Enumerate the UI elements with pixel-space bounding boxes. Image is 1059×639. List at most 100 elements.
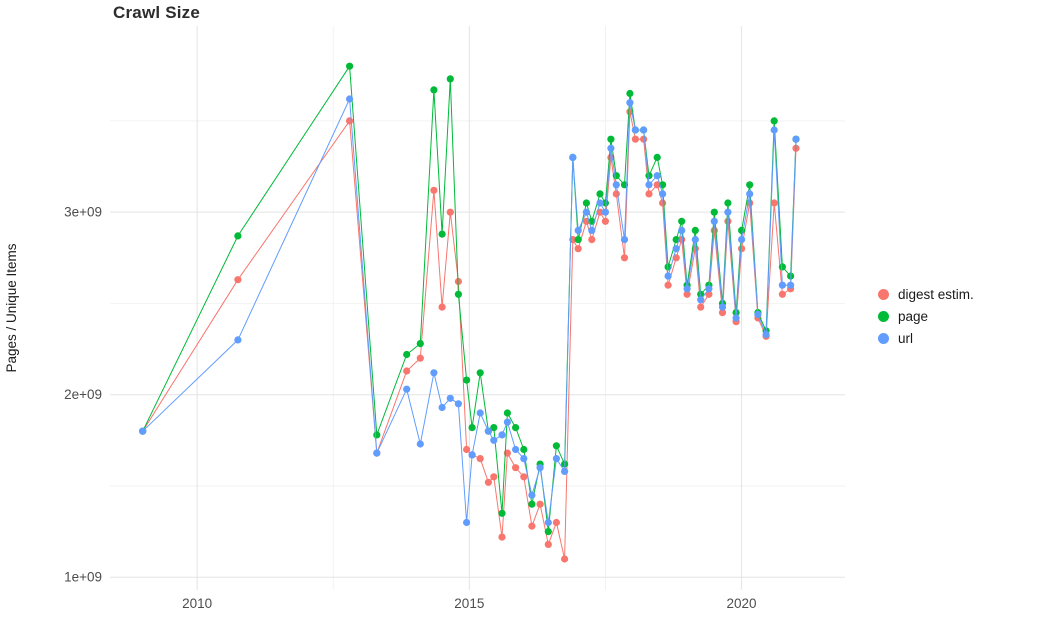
data-point-url: [710, 217, 718, 225]
data-point-digest-estim: [520, 473, 528, 481]
data-point-url: [498, 431, 506, 439]
data-point-page: [746, 181, 754, 189]
data-point-digest-estim: [403, 367, 411, 375]
data-point-page: [596, 190, 604, 198]
data-point-digest-estim: [484, 478, 492, 486]
data-point-url: [234, 336, 242, 344]
data-point-page: [601, 199, 610, 207]
data-point-url: [446, 394, 454, 402]
data-point-digest-estim: [430, 186, 438, 194]
data-point-url: [607, 144, 615, 152]
data-point-digest-estim: [416, 354, 424, 362]
data-point-page: [528, 500, 536, 508]
x-axis-tick-label: 2020: [727, 596, 757, 611]
legend: digest estim. page url: [878, 287, 974, 346]
data-point-url: [468, 451, 476, 459]
legend-swatch-digest-estim: [878, 289, 889, 300]
legend-item-url: url: [878, 331, 974, 346]
data-point-url: [738, 236, 746, 244]
data-point-page: [770, 117, 778, 125]
data-point-url: [520, 455, 528, 463]
data-point-digest-estim: [697, 303, 705, 311]
data-point-digest-estim: [561, 555, 569, 563]
data-point-page: [234, 232, 242, 240]
legend-item-page: page: [878, 309, 974, 324]
data-point-url: [626, 99, 634, 107]
data-point-url: [561, 467, 569, 475]
data-point-digest-estim: [346, 117, 354, 125]
data-point-url: [718, 303, 727, 311]
data-point-digest-estim: [544, 540, 552, 549]
data-point-page: [503, 409, 511, 417]
data-point-url: [705, 285, 713, 293]
data-point-url: [430, 369, 438, 377]
data-point-digest-estim: [446, 208, 454, 216]
data-point-page: [645, 172, 653, 180]
data-point-page: [653, 153, 661, 161]
data-point-digest-estim: [778, 290, 787, 298]
data-point-url: [659, 190, 667, 198]
data-point-digest-estim: [718, 309, 727, 317]
data-point-url: [724, 208, 732, 216]
data-point-url: [582, 208, 591, 216]
data-point-digest-estim: [536, 500, 544, 508]
data-point-page: [403, 350, 411, 359]
data-point-digest-estim: [683, 290, 691, 298]
data-point-url: [511, 445, 520, 454]
y-axis-tick-label: 3e+09: [64, 205, 102, 220]
data-point-digest-estim: [552, 518, 561, 527]
x-axis-tick-label: 2015: [454, 596, 484, 611]
data-point-url: [787, 281, 795, 289]
data-point-url: [544, 518, 552, 527]
data-point-page: [454, 290, 462, 298]
x-axis-tick-label: 2010: [182, 596, 212, 611]
data-point-url: [552, 455, 561, 463]
data-point-digest-estim: [770, 199, 778, 207]
data-point-url: [476, 409, 484, 417]
data-point-url: [640, 126, 648, 134]
data-point-url: [416, 440, 424, 448]
data-point-url: [596, 199, 604, 207]
data-point-page: [463, 376, 471, 384]
legend-swatch-page: [878, 311, 889, 322]
data-point-digest-estim: [438, 303, 446, 311]
data-point-url: [732, 314, 740, 322]
series-line-url: [142, 98, 797, 523]
data-point-url: [346, 95, 354, 103]
y-axis-tick-label: 1e+09: [64, 570, 102, 585]
legend-swatch-url: [878, 333, 889, 344]
data-point-page: [373, 431, 381, 439]
data-point-url: [770, 126, 778, 134]
data-point-url: [454, 400, 462, 408]
data-point-page: [446, 75, 454, 83]
data-point-page: [607, 135, 615, 143]
data-point-digest-estim: [601, 217, 610, 225]
data-point-digest-estim: [631, 135, 640, 143]
data-point-url: [490, 436, 498, 444]
data-point-page: [438, 230, 446, 238]
data-point-url: [664, 272, 672, 280]
data-point-page: [476, 369, 484, 377]
data-point-page: [582, 199, 591, 207]
data-point-digest-estim: [476, 455, 484, 463]
data-point-url: [569, 153, 577, 161]
data-point-url: [762, 330, 770, 339]
data-point-url: [612, 181, 620, 189]
data-point-url: [574, 226, 582, 234]
data-point-page: [678, 217, 686, 225]
data-point-url: [139, 427, 147, 435]
data-point-url: [645, 181, 653, 189]
legend-label-url: url: [898, 331, 914, 346]
data-point-url: [754, 310, 762, 318]
data-point-url: [536, 464, 544, 472]
data-point-digest-estim: [528, 522, 536, 530]
y-axis-title: Pages / Unique Items: [4, 243, 19, 372]
legend-label-digest-estim: digest estim.: [898, 287, 974, 302]
data-point-url: [672, 245, 680, 253]
data-point-digest-estim: [490, 473, 498, 481]
data-point-url: [601, 208, 610, 216]
data-point-url: [403, 385, 411, 393]
data-point-page: [778, 263, 787, 271]
chart-title: Crawl Size: [113, 3, 201, 22]
